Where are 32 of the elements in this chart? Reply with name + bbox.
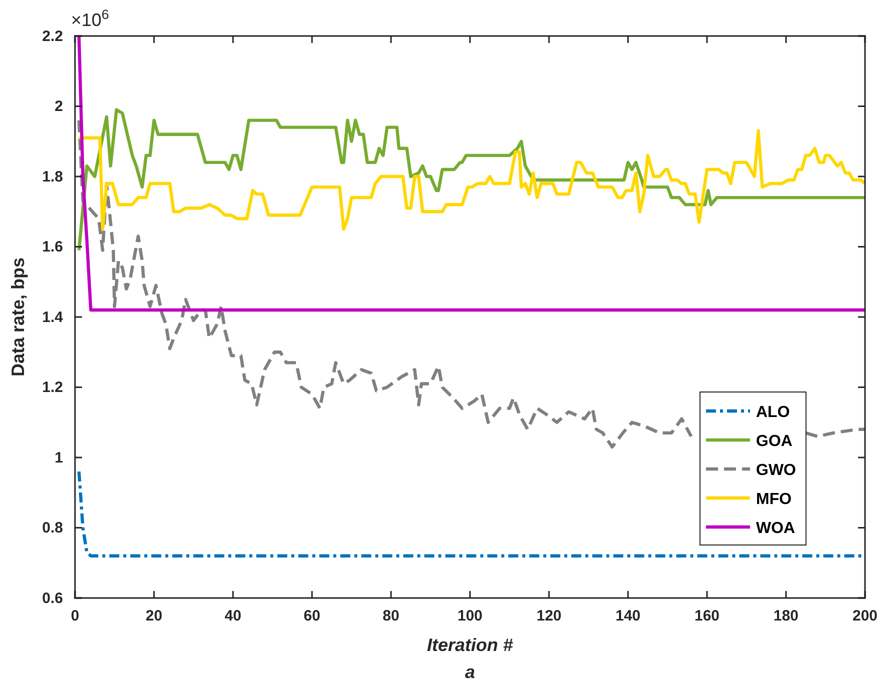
line-series [77,129,867,231]
x-axis-title: Iteration # [426,635,514,655]
x-tick-label: 120 [536,608,562,625]
legend-label: GWO [756,462,796,479]
legend-label: ALO [756,404,790,421]
text: a [464,662,476,682]
y-tick-label: 1.2 [42,379,63,396]
y-tick-label: 2.2 [42,28,63,45]
x-tick-label: 160 [694,608,720,625]
x-tick-label: 80 [382,608,400,625]
y-tick-label: 2 [54,98,63,116]
x-tick-label: 100 [457,608,483,625]
legend-label: GOA [756,433,793,450]
line-series [77,34,867,312]
line-series [77,108,867,252]
legend-label: WOA [756,520,796,537]
y-tick-label: 1.6 [42,238,63,256]
x-tick-label: 60 [304,608,320,625]
y-tick-label: 1.4 [42,308,64,326]
x-tick-label: 40 [224,608,242,625]
y-axis-title: Data rate, bps [8,257,28,377]
x-tick-label: 0 [70,608,80,625]
y-tick-label: 1.8 [42,168,63,186]
text: ×10$^{6}$ [71,6,110,30]
x-tick-label: 20 [146,608,162,625]
y-tick-label: 0.8 [42,520,63,537]
y-tick-label: 0.6 [42,590,63,607]
y-tick-label: 1 [54,449,63,466]
x-tick-label: 200 [852,608,878,625]
legend-label: MFO [756,491,792,508]
x-tick-label: 180 [773,608,799,625]
x-tick-label: 140 [615,608,641,625]
